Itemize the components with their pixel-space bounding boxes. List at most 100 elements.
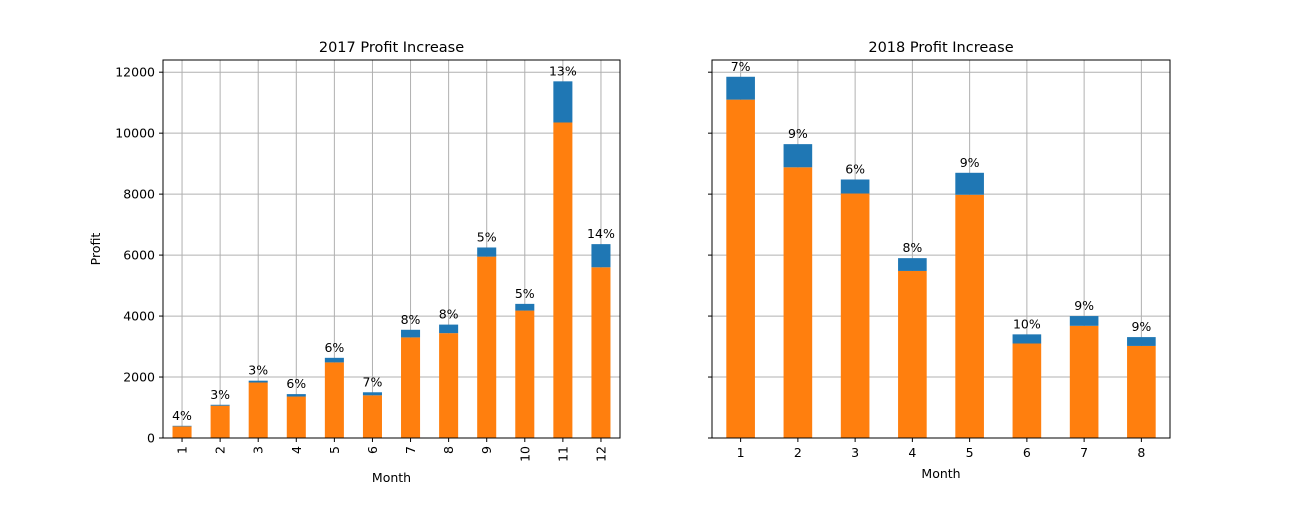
bar (553, 81, 573, 123)
bar (1127, 337, 1156, 346)
x-tick-label: 2 (213, 446, 228, 454)
bar (783, 167, 813, 438)
x-tick-label: 4 (908, 445, 916, 460)
bar (172, 426, 192, 438)
bar (1069, 325, 1099, 438)
bar (477, 256, 497, 438)
x-tick-label: 12 (593, 446, 608, 462)
data-label: 8% (439, 307, 459, 322)
x-tick-label: 7 (403, 446, 418, 454)
x-tick-label: 3 (851, 445, 859, 460)
x-tick-label: 8 (441, 446, 456, 454)
x-tick-label: 4 (289, 446, 304, 454)
data-label: 9% (960, 155, 980, 170)
x-tick-label: 10 (517, 446, 532, 462)
bar (362, 395, 382, 438)
x-tick-label: 5 (966, 445, 974, 460)
bar (439, 333, 459, 438)
gridlines (163, 60, 620, 439)
data-label: 3% (210, 387, 230, 402)
x-tick-label: 2 (794, 445, 802, 460)
data-label: 7% (363, 374, 383, 389)
bar (783, 144, 813, 168)
y-tick-label: 0 (147, 431, 155, 446)
bar (1127, 345, 1156, 438)
bar (726, 76, 755, 100)
bar (439, 324, 459, 334)
bar (955, 194, 984, 438)
x-tick-label: 8 (1137, 445, 1145, 460)
bar (210, 405, 230, 438)
bar (591, 267, 611, 438)
chart-title: 2018 Profit Increase (868, 40, 1013, 56)
bar (898, 258, 927, 271)
x-tick-label: 6 (1023, 445, 1031, 460)
data-label: 3% (248, 363, 268, 378)
bar (324, 357, 344, 363)
data-label: 5% (515, 286, 535, 301)
data-label: 13% (549, 63, 577, 78)
plot-frame (711, 59, 1171, 439)
bar (248, 382, 268, 438)
bar (1012, 334, 1042, 344)
bar (324, 362, 344, 438)
gridlines (712, 60, 1170, 439)
data-label: 8% (401, 312, 421, 327)
bar (515, 303, 535, 311)
data-label: 8% (902, 240, 922, 255)
y-tick-label: 8000 (123, 187, 155, 202)
y-tick-label: 4000 (123, 309, 155, 324)
x-axis-label: Month (372, 470, 411, 485)
bar-series-1 (172, 122, 611, 438)
x-tick-label: 11 (555, 446, 570, 462)
bar (591, 244, 611, 268)
bar (1012, 343, 1042, 438)
chart-panel-2: 1 2 3 4 5 6 7 8 7% 9% 6% 8% 9% 10% 9% 9% 2018 Profit Inc… (708, 40, 1171, 481)
data-label: 6% (324, 340, 344, 355)
bar (955, 172, 984, 195)
bar (553, 122, 573, 438)
bar-series-2 (172, 81, 611, 427)
plot-frame (162, 59, 621, 439)
x-tick-label: 6 (365, 446, 380, 454)
chart-title: 2017 Profit Increase (319, 40, 464, 56)
bar (172, 425, 192, 427)
data-label: 10% (1013, 316, 1041, 331)
x-tick-label: 3 (251, 446, 266, 454)
bar (248, 380, 268, 383)
y-tick-label: 10000 (115, 126, 155, 141)
x-tick-label: 1 (737, 445, 745, 460)
bar (898, 270, 927, 438)
bar-series-2 (726, 76, 1156, 346)
x-axis-label: Month (921, 466, 960, 481)
data-label: 9% (788, 126, 808, 141)
bar (515, 310, 535, 438)
data-label: 4% (172, 408, 192, 423)
bar (840, 179, 870, 194)
data-label: 7% (731, 59, 751, 74)
bar (210, 404, 230, 406)
bar (401, 337, 421, 438)
data-label: 6% (845, 161, 865, 176)
x-tick-label: 1 (175, 446, 190, 454)
y-tick-label: 6000 (123, 248, 155, 263)
y-tick-label: 12000 (115, 65, 155, 80)
bar (477, 247, 497, 257)
data-label: 6% (286, 376, 306, 391)
bar (286, 396, 306, 438)
bar (362, 392, 382, 396)
x-tick-label: 7 (1080, 445, 1088, 460)
bar (286, 394, 306, 397)
data-label: 9% (1131, 319, 1151, 334)
bar (1069, 316, 1099, 326)
bar (840, 193, 870, 438)
bar-series-1 (726, 99, 1156, 439)
bar (726, 99, 755, 439)
y-tick-label: 2000 (123, 370, 155, 385)
x-tick-label: 9 (479, 446, 494, 454)
x-tick-label: 5 (327, 446, 342, 454)
data-label: 5% (477, 229, 497, 244)
